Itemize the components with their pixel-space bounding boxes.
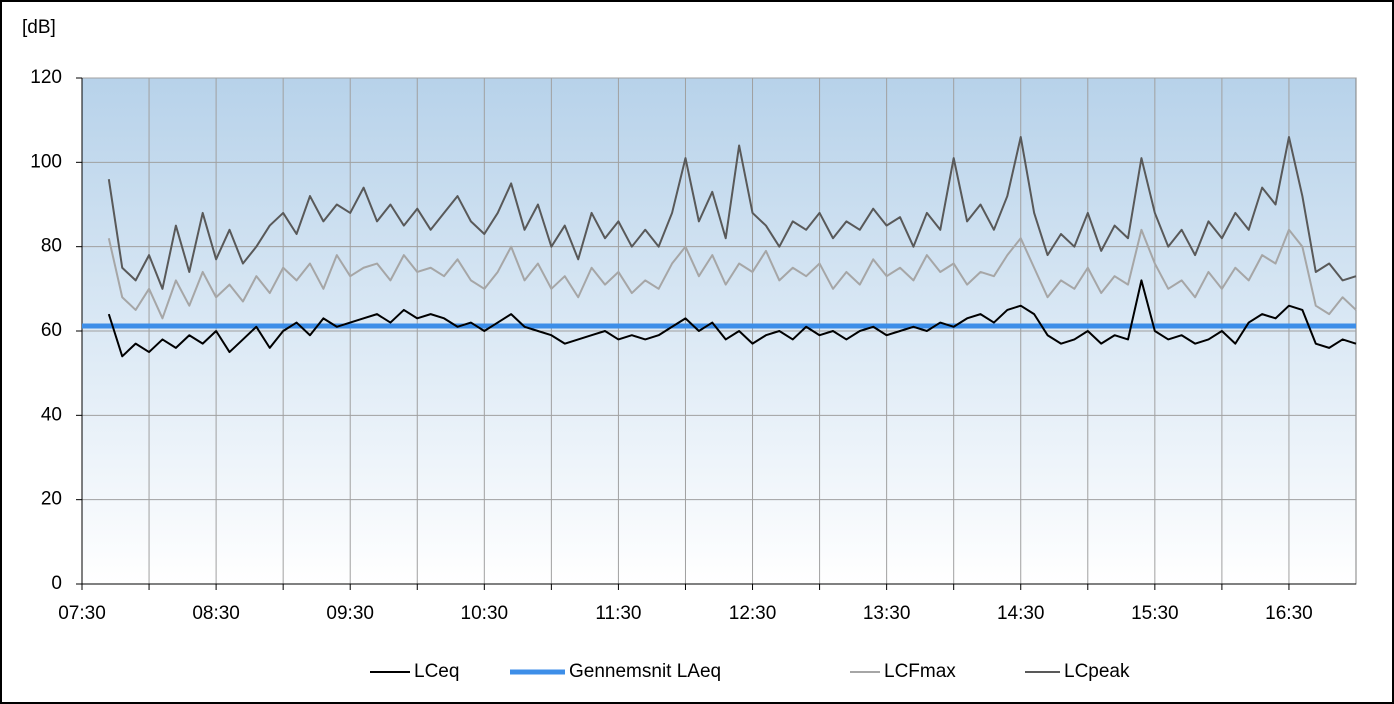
y-tick-label: 60 [41, 320, 62, 341]
x-tick-label: 14:30 [997, 603, 1045, 624]
legend-label: Gennemsnit LAeq [569, 661, 721, 682]
x-tick-label: 10:30 [461, 603, 509, 624]
x-tick-label: 15:30 [1131, 603, 1179, 624]
series-line [107, 228, 1357, 320]
y-tick-label: 120 [30, 67, 62, 88]
x-tick-label: 16:30 [1265, 603, 1313, 624]
x-tick-label: 09:30 [326, 603, 374, 624]
x-tick-label: 12:30 [729, 603, 777, 624]
x-tick-label: 07:30 [58, 603, 106, 624]
series-line [107, 279, 1357, 358]
series-line [107, 136, 1357, 290]
legend-label: LCeq [414, 661, 459, 682]
y-tick-label: 80 [41, 236, 62, 257]
x-tick-label: 11:30 [595, 603, 641, 624]
y-axis-title: [dB] [22, 17, 56, 38]
y-tick-label: 40 [41, 404, 62, 425]
x-tick-label: 13:30 [863, 603, 911, 624]
x-tick-label: 08:30 [192, 603, 240, 624]
legend-label: LCpeak [1064, 661, 1130, 682]
y-tick-label: 0 [51, 573, 62, 594]
legend-label: LCFmax [884, 661, 956, 682]
y-tick-label: 20 [41, 489, 62, 510]
y-tick-label: 100 [30, 151, 62, 172]
